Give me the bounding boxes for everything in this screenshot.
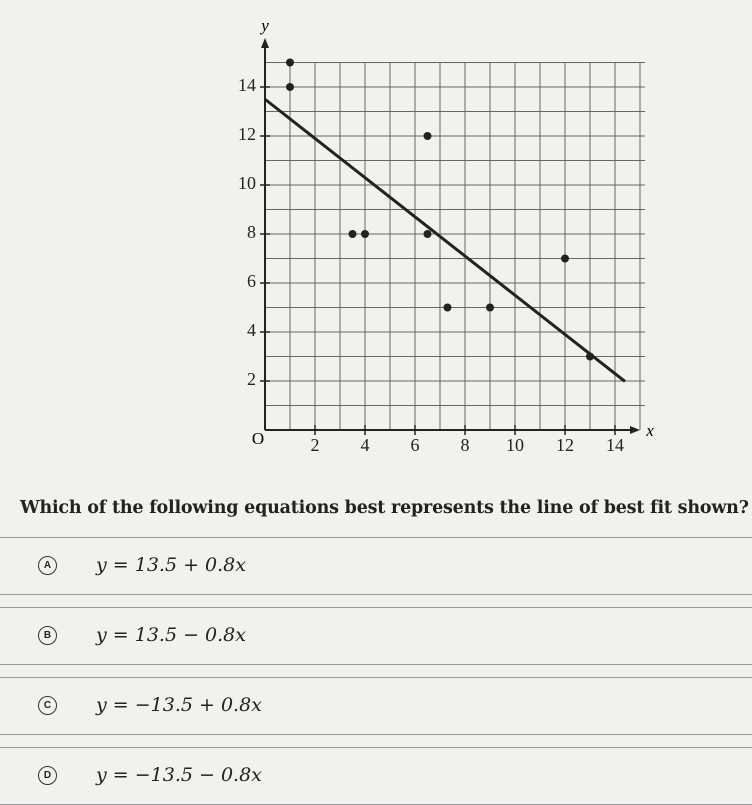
x-tick-label: 4	[361, 435, 370, 455]
x-axis-arrow	[630, 426, 640, 434]
y-axis-label: y	[259, 16, 269, 35]
data-point	[486, 303, 494, 312]
y-tick-label: 14	[238, 75, 256, 95]
option-letter: C	[38, 696, 57, 715]
data-point	[361, 230, 369, 238]
option-equation: y = 13.5 + 0.8x	[96, 554, 246, 576]
x-tick-label: 6	[411, 435, 420, 455]
y-tick-label: 6	[247, 271, 256, 291]
data-point	[561, 254, 569, 263]
option-letter: B	[38, 626, 57, 645]
option-equation: y = −13.5 + 0.8x	[96, 694, 262, 716]
data-point	[286, 83, 294, 91]
data-point	[423, 132, 432, 140]
data-point	[586, 352, 594, 361]
y-tick-label: 4	[247, 320, 256, 340]
x-tick-label: 10	[506, 435, 524, 455]
x-tick-label: 8	[461, 435, 470, 455]
x-tick-label: 2	[311, 435, 320, 455]
data-point	[348, 230, 357, 238]
y-tick-label: 12	[238, 124, 256, 144]
data-point	[423, 230, 432, 238]
data-point	[286, 58, 294, 67]
y-tick-label: 8	[247, 222, 256, 242]
x-tick-label: 12	[556, 435, 574, 455]
scatter-plot: y x O 2 4 6 8 10 12 14 2 4 6 8 10 12 14	[238, 16, 654, 455]
question: Which of the following equations best re…	[20, 498, 749, 518]
option-equation: y = −13.5 − 0.8x	[96, 764, 262, 786]
x-tick-label: 14	[606, 435, 624, 455]
y-tick-label: 2	[247, 369, 256, 389]
data-point	[443, 303, 452, 312]
origin-label: O	[252, 429, 264, 448]
option-letter: D	[38, 766, 57, 785]
option-equation: y = 13.5 − 0.8x	[96, 624, 246, 646]
x-axis-label: x	[645, 421, 654, 440]
y-axis-arrow	[261, 38, 269, 48]
fit-line	[264, 98, 626, 383]
option-letter: A	[38, 556, 57, 575]
y-tick-label: 10	[238, 173, 256, 193]
